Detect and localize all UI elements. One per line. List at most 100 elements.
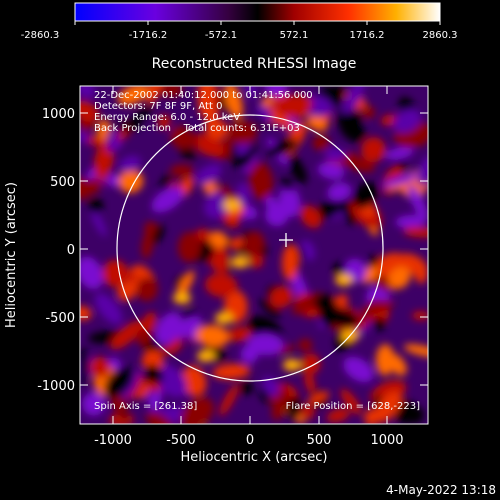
x-tick-label: 1000: [370, 433, 403, 448]
image-blob: [256, 104, 273, 123]
image-blob: [327, 182, 352, 201]
image-blob: [195, 164, 222, 185]
image-blob: [216, 137, 237, 161]
image-blob: [88, 198, 104, 214]
image-blob: [146, 86, 163, 104]
image-blob: [381, 173, 421, 188]
image-blob: [117, 86, 150, 106]
solar-limb-circle: [116, 114, 384, 382]
image-blob: [387, 353, 407, 376]
flare-position-text: Flare Position = [628,-223]: [286, 401, 420, 412]
image-blob: [80, 100, 100, 122]
image-blob: [373, 316, 385, 331]
image-blob: [197, 86, 216, 108]
image-blob: [304, 370, 316, 394]
image-blob: [110, 320, 143, 350]
image-blob: [287, 154, 308, 184]
info-line: Energy Range: 6.0 - 12.0 keV: [94, 112, 240, 123]
image-blob: [110, 268, 138, 281]
image-blob: [181, 365, 207, 397]
image-hotspot: [215, 312, 233, 324]
colorbar-tick-label: 2860.3: [423, 30, 458, 41]
image-blob: [90, 208, 107, 237]
image-blob: [368, 254, 379, 268]
image-blob: [259, 299, 281, 318]
image-blob: [82, 392, 106, 416]
image-blob: [337, 107, 366, 143]
image-blob: [245, 86, 257, 99]
image-blob: [94, 293, 123, 325]
image-blob: [417, 155, 428, 187]
x-tick-labels: -1000 -500 0 500 1000: [94, 433, 403, 448]
image-blob: [324, 147, 346, 162]
image-blob: [248, 336, 264, 347]
image-blob: [146, 381, 161, 392]
y-tick-label: 1000: [42, 107, 75, 122]
image-blob: [320, 302, 340, 328]
image-blob: [177, 231, 201, 263]
image-blob: [145, 411, 174, 424]
image-blob: [151, 186, 184, 213]
image-blob: [104, 366, 134, 398]
image-blob: [361, 137, 386, 163]
image-blob: [343, 86, 365, 114]
y-tick-label: 500: [50, 175, 75, 190]
image-blob: [217, 184, 236, 201]
spin-axis-marker: [279, 233, 293, 247]
image-blob: [239, 381, 254, 395]
image-hotspot: [223, 199, 241, 211]
image-hotspot: [173, 292, 191, 304]
x-tick-label: 500: [307, 433, 332, 448]
image-blob: [97, 118, 110, 141]
image-blob: [205, 273, 238, 298]
image-blob: [180, 397, 214, 424]
image-blob: [316, 197, 347, 219]
image-blob: [280, 178, 294, 192]
image-blob: [281, 244, 299, 281]
image-blob: [118, 169, 144, 193]
image-blob: [212, 363, 251, 380]
image-blob: [242, 231, 265, 257]
image-blob: [109, 122, 142, 131]
image-blob: [267, 138, 299, 157]
info-line: Detectors: 7F 8F 9F, Att 0: [94, 101, 222, 112]
plot-title: Reconstructed RHESSI Image: [152, 56, 357, 72]
image-blob: [403, 226, 428, 238]
image-blob: [160, 86, 183, 98]
image-blob: [248, 162, 273, 201]
colorbar-tick-label: -572.1: [205, 30, 237, 41]
image-blob: [80, 86, 96, 98]
image-blob: [363, 106, 376, 120]
image-blob: [176, 270, 195, 299]
y-tick-label: -1000: [37, 379, 75, 394]
image-blob: [106, 173, 121, 187]
image-blobs: [80, 86, 428, 424]
colorbar-tick-labels: -2860.3 -1716.2 -572.1 572.1 1716.2 2860…: [21, 30, 458, 41]
image-blob: [395, 214, 426, 228]
image-blob: [170, 164, 195, 178]
image-blob: [307, 115, 329, 131]
footer-date: 4-May-2022 13:18: [386, 483, 496, 497]
image-blob: [340, 388, 362, 416]
image-blob: [80, 131, 90, 143]
image-blob: [228, 120, 257, 145]
image-blob: [80, 256, 104, 290]
image-blob: [337, 154, 376, 173]
image-blob: [159, 174, 171, 192]
image-blob: [230, 236, 243, 250]
image-blob: [108, 413, 134, 424]
image-blob: [393, 109, 422, 133]
image-blob: [249, 253, 264, 268]
image-blob: [89, 356, 111, 378]
image-area: [80, 86, 428, 424]
image-blob: [326, 408, 350, 423]
colorbar-tick-label: -2860.3: [21, 30, 60, 41]
x-tick-label: 0: [246, 433, 254, 448]
image-blob: [407, 184, 428, 220]
image-blob: [394, 400, 419, 424]
spin-axis-text: Spin Axis = [261.38]: [94, 401, 197, 412]
image-blob: [343, 356, 374, 383]
image-blob: [301, 404, 315, 420]
y-tick-label: -500: [45, 311, 75, 326]
image-blob: [271, 387, 290, 421]
